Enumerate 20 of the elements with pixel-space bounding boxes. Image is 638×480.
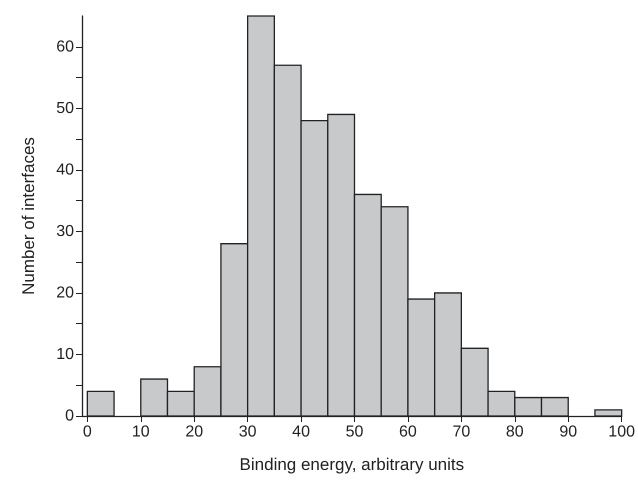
y-tick-label: 40 bbox=[56, 161, 74, 178]
x-tick-label: 20 bbox=[185, 424, 204, 440]
y-tick-label: 0 bbox=[65, 408, 74, 424]
x-tick-label: 10 bbox=[132, 424, 150, 440]
x-tick-label: 60 bbox=[399, 424, 417, 440]
x-tick-label: 40 bbox=[292, 424, 310, 440]
x-tick-label: 0 bbox=[82, 424, 92, 440]
x-tick-label: 80 bbox=[506, 424, 524, 440]
y-tick-label: 10 bbox=[56, 346, 74, 363]
y-tick-label: 60 bbox=[56, 38, 74, 56]
y-axis-title: Number of interfaces bbox=[19, 137, 38, 295]
x-tick-label: 30 bbox=[238, 424, 257, 440]
y-tick-label: 50 bbox=[56, 100, 74, 117]
x-tick-label: 100 bbox=[608, 424, 636, 440]
x-tick-label: 90 bbox=[559, 424, 578, 440]
x-axis-title: Binding energy, arbitrary units bbox=[240, 455, 464, 474]
y-tick-label: 30 bbox=[56, 222, 74, 240]
x-tick-label: 50 bbox=[346, 424, 364, 440]
y-tick-label: 20 bbox=[56, 284, 74, 302]
x-tick-label: 70 bbox=[452, 424, 470, 440]
